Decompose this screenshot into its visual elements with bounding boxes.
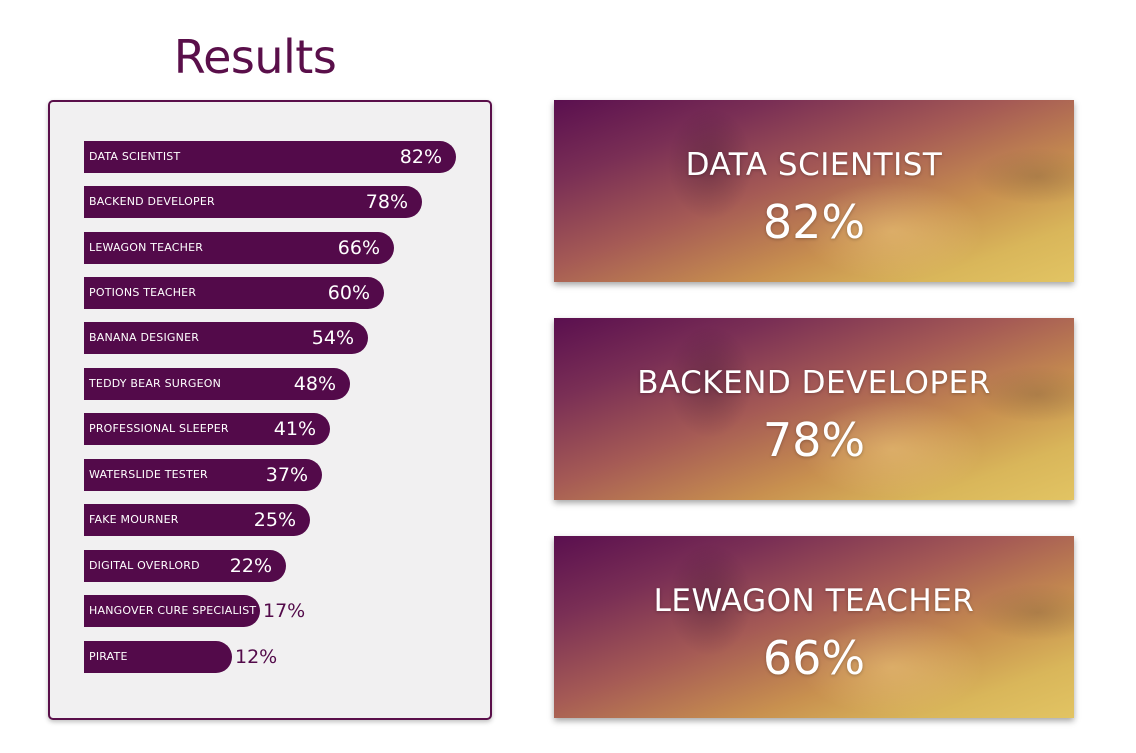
bar-row: WATERSLIDE TESTER 37% (84, 459, 322, 491)
card-title: DATA SCIENTIST (685, 147, 943, 183)
bar: FAKE MOURNER 25% (84, 504, 310, 536)
bar-row: POTIONS TEACHER 60% (84, 277, 384, 309)
results-bar-chart-panel: DATA SCIENTIST 82% BACKEND DEVELOPER 78% LEW… (48, 100, 492, 720)
bar-value: 82% (399, 146, 442, 168)
bar-value: 37% (265, 464, 308, 486)
bar: BACKEND DEVELOPER 78% (84, 186, 422, 218)
page-title: Results (173, 30, 337, 84)
bar-row: FAKE MOURNER 25% (84, 504, 310, 536)
card-title: LEWAGON TEACHER (653, 583, 975, 619)
bar-row: LEWAGON TEACHER 66% (84, 232, 394, 264)
top-result-card: DATA SCIENTIST 82% (554, 100, 1074, 282)
bar: PIRATE (84, 641, 232, 673)
bar: HANGOVER CURE SPECIALIST (84, 595, 260, 627)
bar: PROFESSIONAL SLEEPER 41% (84, 413, 330, 445)
bar: LEWAGON TEACHER 66% (84, 232, 394, 264)
bar: DATA SCIENTIST 82% (84, 141, 456, 173)
bar-label: LEWAGON TEACHER (89, 241, 204, 254)
bar-value: 41% (273, 418, 316, 440)
bar: BANANA DESIGNER 54% (84, 322, 368, 354)
bar-value: 54% (311, 327, 354, 349)
bar-row: PROFESSIONAL SLEEPER 41% (84, 413, 330, 445)
bar-label: HANGOVER CURE SPECIALIST (89, 604, 257, 617)
bar-label: DATA SCIENTIST (89, 150, 181, 163)
bar-row: DIGITAL OVERLORD 22% (84, 550, 286, 582)
bar-row: PIRATE 12% (84, 641, 277, 673)
bar-label: BACKEND DEVELOPER (89, 195, 215, 208)
card-title: BACKEND DEVELOPER (637, 365, 991, 401)
bar: DIGITAL OVERLORD 22% (84, 550, 286, 582)
bar-row: BANANA DESIGNER 54% (84, 322, 368, 354)
top-result-card: BACKEND DEVELOPER 78% (554, 318, 1074, 500)
bar-label: PROFESSIONAL SLEEPER (89, 422, 229, 435)
bar-value: 25% (253, 509, 296, 531)
bar-value: 17% (263, 600, 306, 622)
bar-label: TEDDY BEAR SURGEON (89, 377, 222, 390)
bar-value: 60% (327, 282, 370, 304)
bar-label: POTIONS TEACHER (89, 286, 197, 299)
card-percentage: 82% (762, 195, 866, 249)
bar-value: 78% (365, 191, 408, 213)
bar-label: BANANA DESIGNER (89, 331, 200, 344)
bar: POTIONS TEACHER 60% (84, 277, 384, 309)
bar-value: 66% (337, 237, 380, 259)
bar-value: 12% (235, 646, 278, 668)
bar-row: HANGOVER CURE SPECIALIST 17% (84, 595, 305, 627)
card-percentage: 66% (762, 631, 866, 685)
bar-value: 22% (229, 555, 272, 577)
bar-label: PIRATE (89, 650, 128, 663)
bar-label: WATERSLIDE TESTER (89, 468, 208, 481)
bar-row: BACKEND DEVELOPER 78% (84, 186, 422, 218)
bar-row: TEDDY BEAR SURGEON 48% (84, 368, 350, 400)
bar: WATERSLIDE TESTER 37% (84, 459, 322, 491)
card-percentage: 78% (762, 413, 866, 467)
top-result-card: LEWAGON TEACHER 66% (554, 536, 1074, 718)
bar-value: 48% (293, 373, 336, 395)
bar-label: DIGITAL OVERLORD (89, 559, 200, 572)
bar-label: FAKE MOURNER (89, 513, 179, 526)
bar-row: DATA SCIENTIST 82% (84, 141, 456, 173)
bar: TEDDY BEAR SURGEON 48% (84, 368, 350, 400)
